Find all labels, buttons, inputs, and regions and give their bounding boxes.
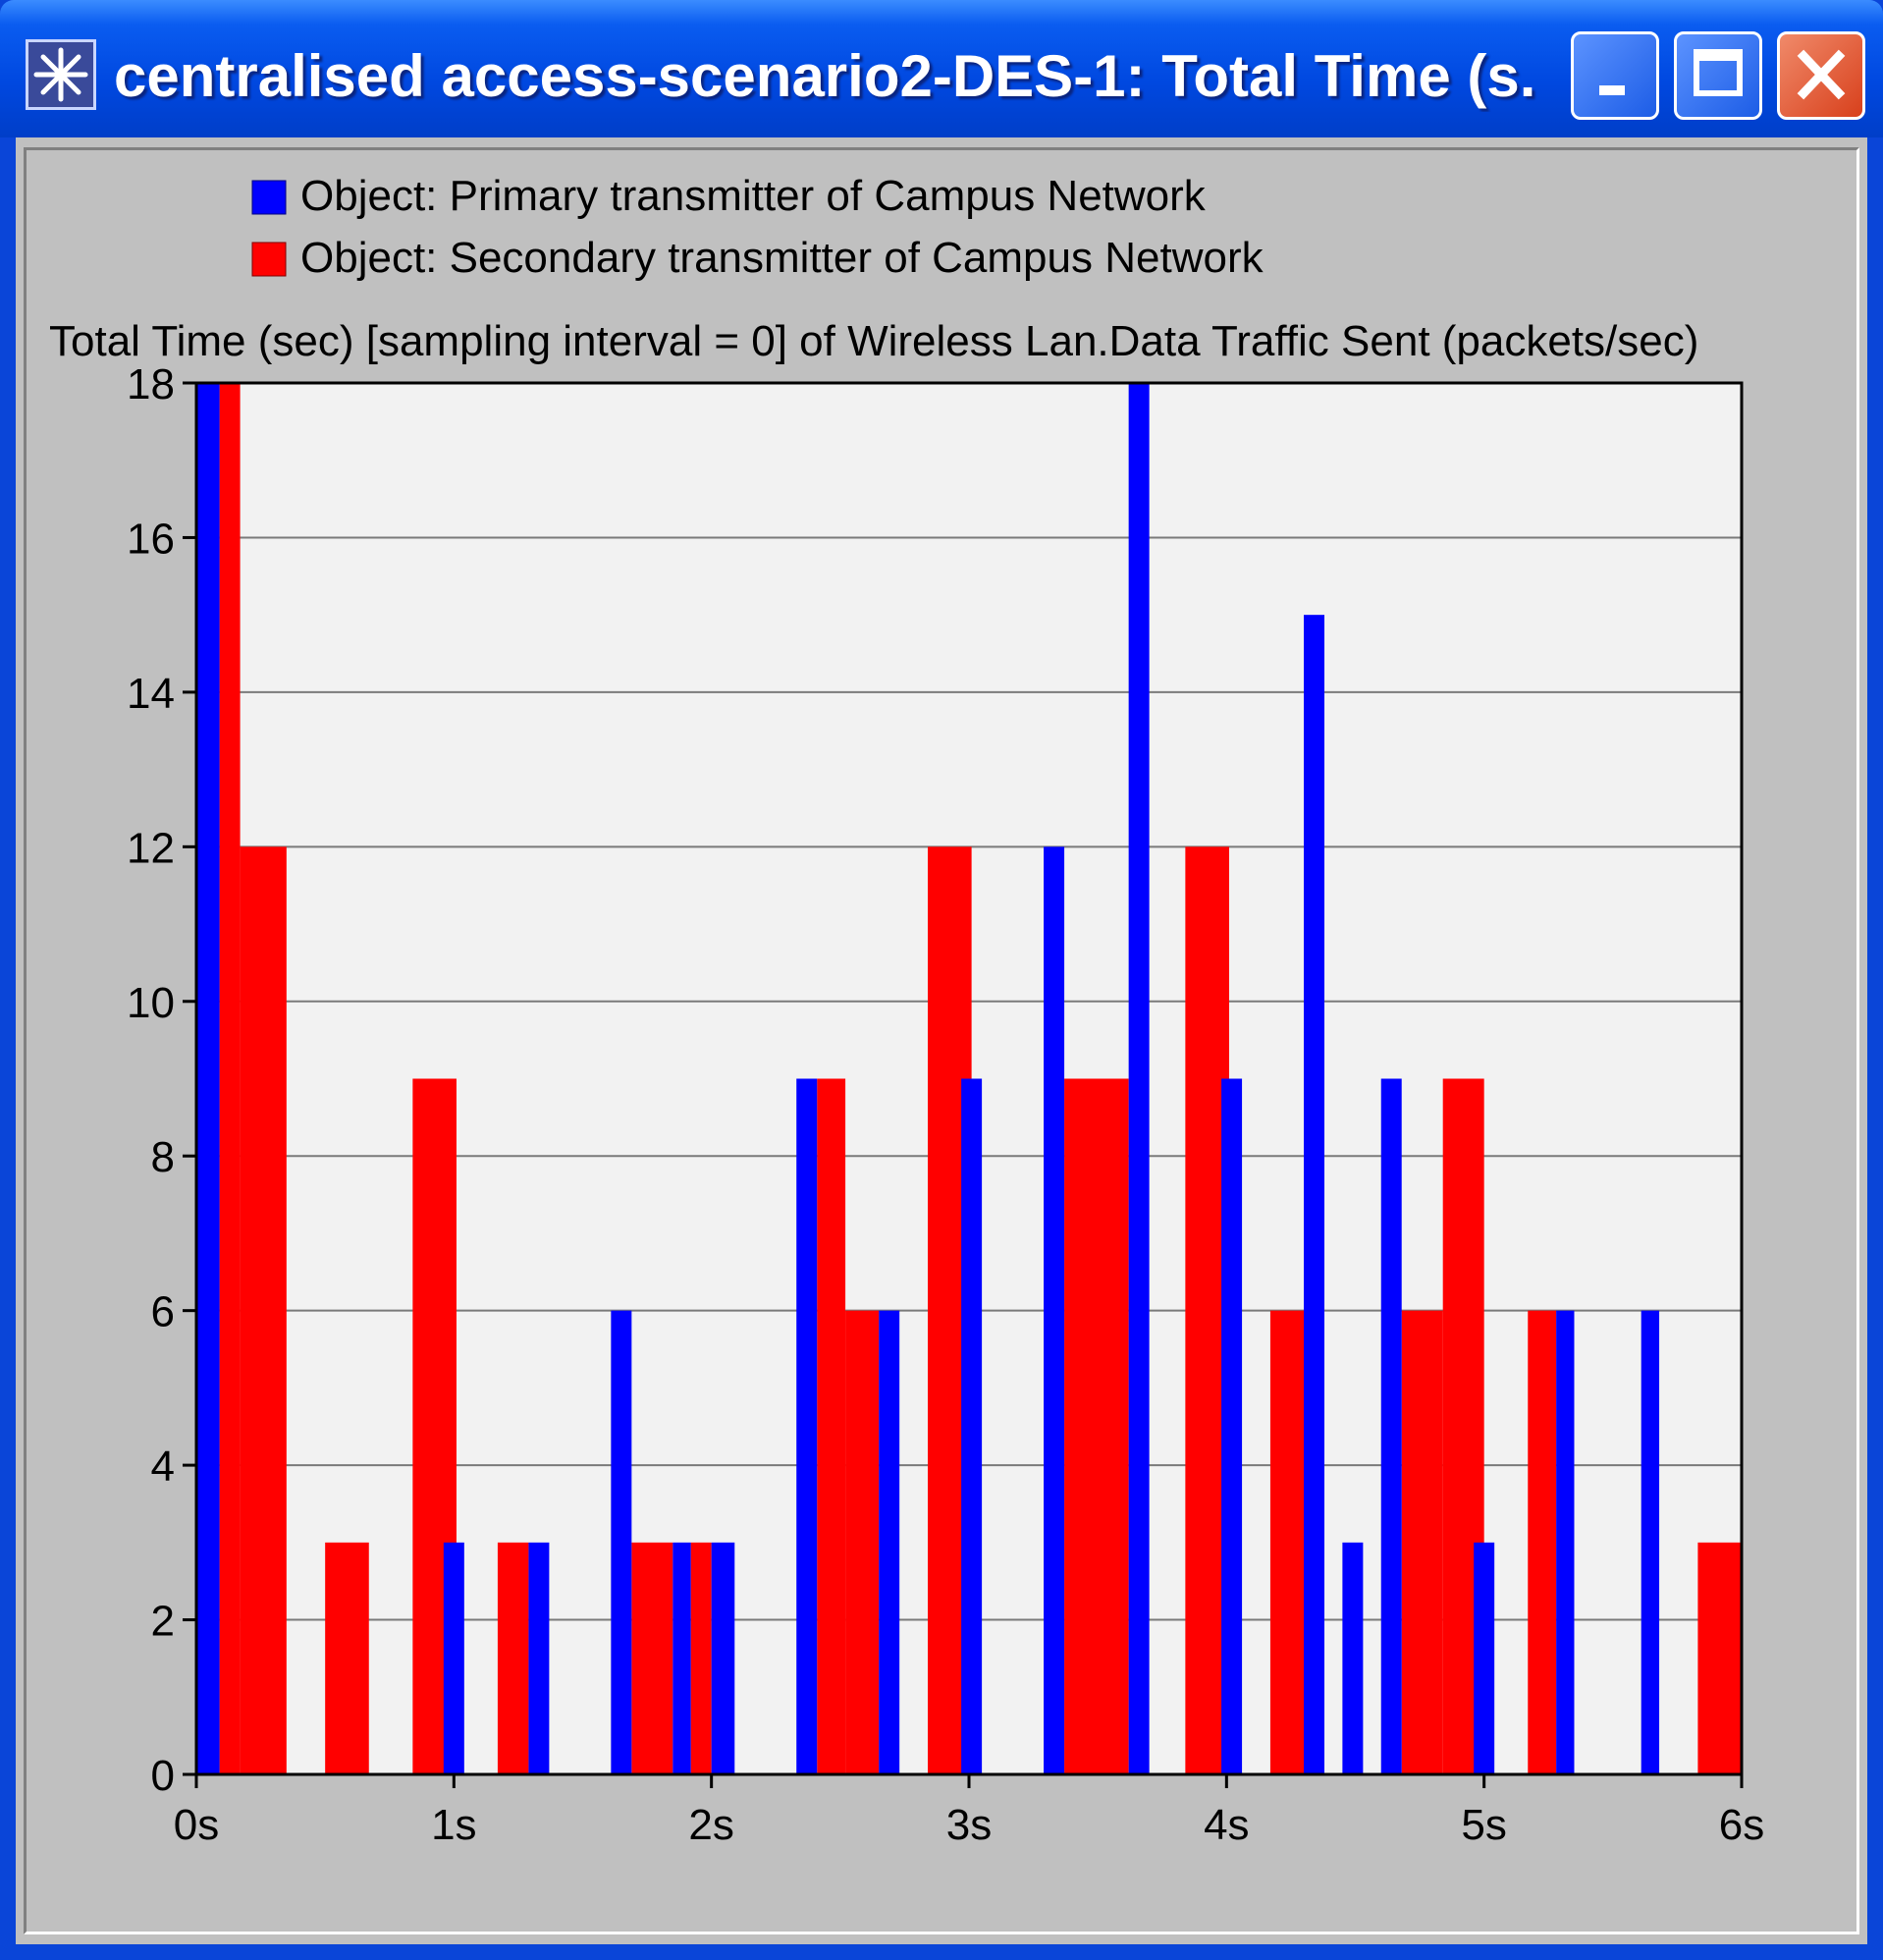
legend-swatch-secondary: [251, 242, 287, 277]
primary-bar-3: [611, 1310, 632, 1774]
bar-marks: [196, 383, 1742, 1774]
minimize-button[interactable]: [1571, 31, 1659, 120]
x-tick-label: 3s: [946, 1801, 992, 1849]
x-tick-label: 2s: [688, 1801, 733, 1849]
secondary-bar-15: [1528, 1310, 1557, 1774]
close-icon: [1797, 49, 1846, 100]
secondary-bar-8: [845, 1310, 880, 1774]
secondary-bar-1: [240, 846, 287, 1774]
y-tick-label: 8: [151, 1133, 175, 1181]
secondary-bar-6: [690, 1542, 712, 1774]
secondary-bar-0: [219, 383, 241, 1774]
primary-bar-16: [1556, 1310, 1575, 1774]
primary-bar-7: [879, 1310, 900, 1774]
window-client-area: Object: Primary transmitter of Campus Ne…: [16, 137, 1867, 1944]
primary-bar-15: [1474, 1542, 1495, 1774]
y-tick-label: 10: [127, 979, 175, 1027]
y-tick-label: 18: [127, 360, 175, 408]
y-tick-label: 16: [127, 515, 175, 563]
primary-bar-10: [1128, 383, 1150, 1774]
primary-bar-8: [961, 1078, 983, 1774]
legend-label-secondary: Object: Secondary transmitter of Campus …: [300, 234, 1264, 282]
secondary-bar-16: [1697, 1542, 1742, 1774]
primary-bar-5: [711, 1542, 735, 1774]
legend-swatch-primary: [251, 180, 287, 215]
primary-bar-1: [443, 1542, 464, 1774]
primary-bar-12: [1304, 615, 1325, 1774]
axes: 0 2 4 6 8 10 12 14 16 18 0s 1s 2s 3s 4s 5s 6s: [127, 360, 1764, 1849]
maximize-button[interactable]: [1674, 31, 1762, 120]
chart-title: Total Time (sec) [sampling interval = 0]…: [49, 317, 1698, 365]
x-tick-label: 1s: [431, 1801, 476, 1849]
primary-bar-9: [1044, 846, 1065, 1774]
bar-chart: Object: Primary transmitter of Campus Ne…: [49, 172, 1764, 1849]
y-tick-label: 12: [127, 824, 175, 872]
chart-panel: [24, 147, 1859, 1934]
primary-bar-17: [1641, 1310, 1660, 1774]
primary-bar-14: [1380, 1078, 1402, 1774]
secondary-bar-10: [1064, 1078, 1129, 1774]
secondary-bar-5: [631, 1542, 673, 1774]
x-tick-label: 6s: [1719, 1801, 1764, 1849]
y-tick-label: 0: [151, 1752, 175, 1800]
primary-bar-0: [196, 383, 220, 1774]
y-tick-label: 4: [151, 1443, 175, 1491]
minimize-icon: [1599, 85, 1625, 95]
x-tick-label: 0s: [174, 1801, 219, 1849]
title-bar[interactable]: centralised access-scenario2-DES-1: Tota…: [0, 0, 1883, 137]
x-tick-label: 4s: [1204, 1801, 1249, 1849]
y-tick-label: 2: [151, 1598, 175, 1646]
primary-bar-13: [1342, 1542, 1364, 1774]
secondary-bar-7: [817, 1078, 846, 1774]
app-star-icon[interactable]: [26, 39, 96, 110]
close-button[interactable]: [1777, 31, 1865, 120]
x-tick-label: 5s: [1461, 1801, 1506, 1849]
legend-label-primary: Object: Primary transmitter of Campus Ne…: [300, 172, 1207, 220]
y-tick-label: 6: [151, 1288, 175, 1336]
secondary-bar-13: [1401, 1310, 1443, 1774]
legend: Object: Primary transmitter of Campus Ne…: [251, 172, 1264, 282]
secondary-bar-2: [325, 1542, 369, 1774]
primary-bar-6: [796, 1078, 818, 1774]
y-tick-label: 14: [127, 670, 175, 718]
primary-bar-4: [672, 1542, 691, 1774]
secondary-bar-4: [497, 1542, 529, 1774]
primary-bar-11: [1221, 1078, 1243, 1774]
primary-bar-2: [528, 1542, 550, 1774]
window-title: centralised access-scenario2-DES-1: Tota…: [114, 43, 1537, 109]
